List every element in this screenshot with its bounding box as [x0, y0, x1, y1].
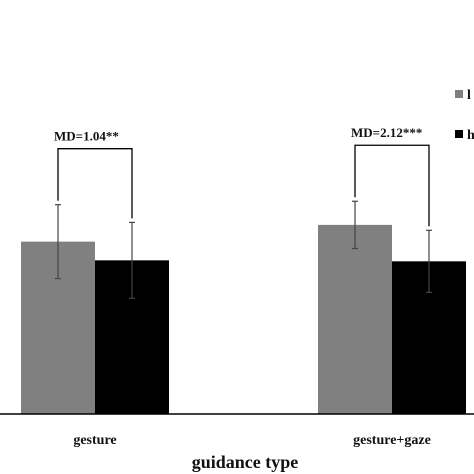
significance-bracket: [354, 144, 430, 227]
x-tick-label: gesture: [73, 433, 116, 448]
significance-label: MD=2.12***: [351, 125, 422, 140]
legend-label-l: l: [467, 88, 471, 103]
legend-label-h: h: [467, 128, 474, 143]
x-axis-title: guidance type: [192, 452, 299, 472]
significance-bracket: [57, 148, 133, 219]
significance-label: MD=1.04**: [54, 129, 119, 144]
legend-swatch-h: [455, 130, 463, 138]
x-tick-labels: gesture gesture+gaze: [73, 433, 431, 448]
legend-swatch-l: [455, 90, 463, 98]
bar-l-gesture-gaze: [318, 224, 392, 414]
legend: lh: [455, 88, 474, 143]
bars-layer: [21, 224, 466, 414]
significance-layer: MD=1.04** MD=2.12***: [54, 125, 430, 227]
error-bars-layer: [55, 200, 432, 299]
x-tick-label: gesture+gaze: [353, 433, 431, 448]
